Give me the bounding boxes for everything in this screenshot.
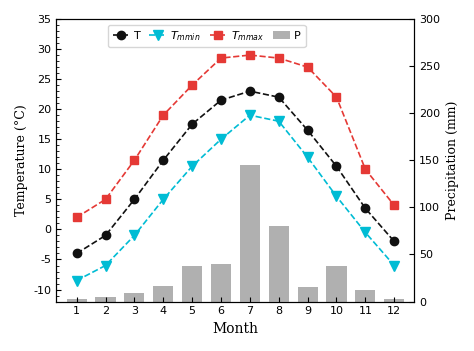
Bar [66, 302, 87, 351]
$T_{mmax}$ [305, 65, 310, 69]
T [218, 98, 224, 102]
Bar [240, 165, 260, 302]
Line: T: T [73, 87, 399, 258]
Bar [384, 302, 404, 351]
Y-axis label: Temperature (°C): Temperature (°C) [15, 104, 28, 216]
$T_{mmax}$ [131, 158, 137, 163]
Bar [153, 286, 173, 302]
T [189, 122, 195, 126]
$T_{mmax}$ [363, 167, 368, 171]
Bar [384, 299, 404, 302]
Bar [182, 302, 202, 338]
$T_{mmax}$ [74, 215, 80, 219]
Line: $T_{mmin}$: $T_{mmin}$ [72, 110, 399, 285]
Bar [95, 297, 116, 302]
Legend: T, $T_{mmin}$, $T_{mmax}$, P: T, $T_{mmin}$, $T_{mmax}$, P [108, 25, 306, 47]
T [74, 251, 80, 256]
Bar [327, 266, 346, 302]
Bar [153, 302, 173, 351]
X-axis label: Month: Month [212, 322, 258, 336]
T [103, 233, 109, 238]
Bar [182, 266, 202, 302]
Bar [211, 264, 231, 302]
$T_{mmin}$ [392, 263, 397, 267]
Bar [66, 299, 87, 302]
T [160, 158, 166, 163]
Bar [95, 302, 116, 351]
T [363, 206, 368, 211]
$T_{mmin}$ [160, 197, 166, 201]
$T_{mmin}$ [74, 278, 80, 283]
Bar [240, 237, 260, 302]
T [247, 89, 253, 93]
$T_{mmax}$ [392, 203, 397, 207]
Bar [298, 287, 318, 302]
T [334, 164, 339, 168]
$T_{mmin}$ [305, 155, 310, 159]
T [392, 239, 397, 244]
Bar [269, 298, 289, 302]
$T_{mmin}$ [276, 119, 282, 123]
Bar [124, 302, 145, 351]
$T_{mmax}$ [334, 95, 339, 99]
$T_{mmax}$ [218, 56, 224, 60]
Bar [356, 290, 375, 302]
$T_{mmin}$ [103, 263, 109, 267]
$T_{mmax}$ [103, 197, 109, 201]
$T_{mmin}$ [247, 113, 253, 117]
Bar [298, 302, 318, 351]
$T_{mmax}$ [276, 56, 282, 60]
Bar [327, 302, 346, 338]
Y-axis label: Precipitation (mm): Precipitation (mm) [446, 101, 459, 220]
$T_{mmax}$ [189, 83, 195, 87]
$T_{mmin}$ [189, 164, 195, 168]
$T_{mmin}$ [334, 194, 339, 198]
Bar [269, 226, 289, 302]
Bar [356, 302, 375, 351]
T [305, 128, 310, 132]
$T_{mmax}$ [247, 53, 253, 57]
$T_{mmin}$ [131, 233, 137, 238]
$T_{mmax}$ [160, 113, 166, 117]
$T_{mmin}$ [218, 137, 224, 141]
Bar [124, 293, 145, 302]
T [276, 95, 282, 99]
T [131, 197, 137, 201]
$T_{mmin}$ [363, 230, 368, 234]
Line: $T_{mmax}$: $T_{mmax}$ [73, 51, 399, 221]
Bar [211, 302, 231, 336]
